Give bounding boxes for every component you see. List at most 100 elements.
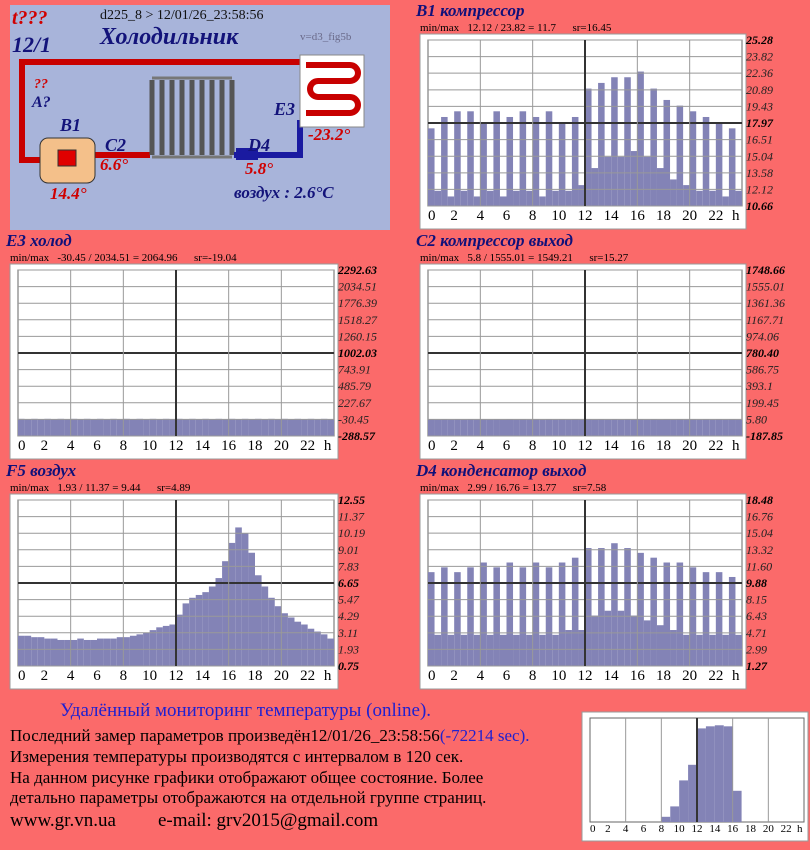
- bar: [552, 190, 559, 206]
- site[interactable]: www.gr.vn.ua: [10, 810, 116, 831]
- bar: [585, 88, 592, 206]
- label: C2: [105, 135, 126, 155]
- bar: [24, 635, 32, 666]
- x-unit: h: [797, 823, 803, 835]
- date: 12/1: [12, 32, 51, 57]
- value: 5.8°: [245, 159, 273, 178]
- chart-title: C2 компрессор выход: [416, 231, 573, 250]
- x-tick-label: 16: [630, 668, 646, 684]
- bar: [526, 634, 533, 666]
- bar: [728, 128, 736, 206]
- age: (-72214 sec).: [440, 726, 530, 745]
- bar: [428, 128, 435, 206]
- bar: [689, 419, 697, 436]
- bar: [663, 562, 671, 666]
- y-tick-label: 1776.39: [338, 296, 377, 310]
- bar: [506, 419, 514, 436]
- bar: [643, 620, 651, 666]
- label: D4: [247, 135, 270, 155]
- x-tick-label: 6: [503, 438, 511, 454]
- text: Последний замер параметров произведён12/…: [10, 726, 530, 745]
- y-tick-label: 4.29: [338, 609, 359, 623]
- bar: [728, 419, 736, 436]
- bar: [513, 190, 520, 206]
- bar: [136, 634, 144, 666]
- bar: [268, 418, 275, 436]
- bar: [604, 156, 612, 206]
- x-tick-label: 8: [529, 438, 537, 454]
- x-tick-label: 22: [300, 438, 315, 454]
- bar: [454, 572, 461, 666]
- y-tick-label: 2292.63: [337, 263, 377, 277]
- y-tick-label: 6.65: [338, 576, 359, 590]
- x-tick-label: 16: [630, 208, 646, 224]
- x-tick-label: 18: [745, 823, 757, 835]
- x-tick-label: 16: [221, 438, 237, 454]
- x-tick-label: 6: [503, 668, 511, 684]
- x-tick-label: 10: [551, 668, 566, 684]
- bar: [499, 634, 507, 666]
- bar: [97, 638, 104, 666]
- x-tick-label: 0: [18, 668, 26, 684]
- x-unit: h: [324, 438, 332, 454]
- y-tick-label: 1.93: [338, 642, 359, 656]
- bar: [70, 418, 78, 436]
- y-tick-label: 780.40: [746, 346, 779, 360]
- bar: [624, 77, 631, 207]
- x-tick-label: 4: [477, 438, 485, 454]
- bar: [434, 190, 442, 206]
- x-tick-label: 8: [120, 438, 128, 454]
- bar: [735, 419, 742, 436]
- bar: [434, 419, 442, 436]
- y-tick-label: -187.85: [746, 429, 783, 443]
- bar: [637, 552, 644, 666]
- bar: [591, 168, 599, 206]
- heading: Удалённый мониторинг температуры (online…: [60, 700, 431, 721]
- y-tick-label: 1748.66: [746, 263, 785, 277]
- bar: [44, 638, 51, 666]
- bar: [83, 418, 91, 436]
- chart-title: D4 конденсатор выход: [415, 461, 587, 480]
- bar: [499, 196, 507, 206]
- bar: [248, 552, 255, 666]
- chart-title: B1 компрессор: [415, 1, 525, 20]
- bar: [709, 634, 716, 666]
- bar: [696, 190, 703, 206]
- bar: [676, 562, 684, 666]
- bar: [123, 637, 130, 666]
- bar: [228, 418, 236, 436]
- y-tick-label: 9.88: [746, 576, 767, 590]
- bar: [460, 190, 468, 206]
- x-tick-label: 4: [67, 668, 75, 684]
- bar: [195, 419, 203, 436]
- bar: [222, 561, 229, 666]
- bar: [64, 639, 71, 666]
- condenser: [149, 80, 235, 155]
- bar: [591, 615, 599, 666]
- bar: [287, 617, 295, 666]
- y-tick-label: 1555.01: [746, 280, 785, 294]
- bar: [110, 638, 117, 666]
- y-tick-label: 743.91: [338, 363, 371, 377]
- bar: [50, 638, 58, 666]
- email[interactable]: e-mail: grv2015@gmail.com: [158, 810, 378, 831]
- bar: [486, 634, 494, 666]
- bar: [129, 419, 137, 436]
- bar: [571, 419, 579, 436]
- bar: [604, 610, 612, 666]
- text: Последний замер параметров произведён12/…: [10, 726, 440, 745]
- bar: [650, 88, 657, 206]
- bar: [604, 419, 612, 436]
- y-tick-label: 13.58: [746, 166, 773, 180]
- bar: [565, 630, 572, 666]
- bar: [460, 634, 468, 666]
- bar: [480, 562, 487, 666]
- bar: [558, 122, 566, 206]
- bar: [611, 419, 618, 436]
- bar: [195, 594, 203, 666]
- bar: [722, 419, 729, 436]
- bar: [447, 634, 455, 666]
- y-tick-label: 7.83: [338, 559, 359, 573]
- bar: [156, 627, 163, 666]
- bar: [617, 419, 625, 436]
